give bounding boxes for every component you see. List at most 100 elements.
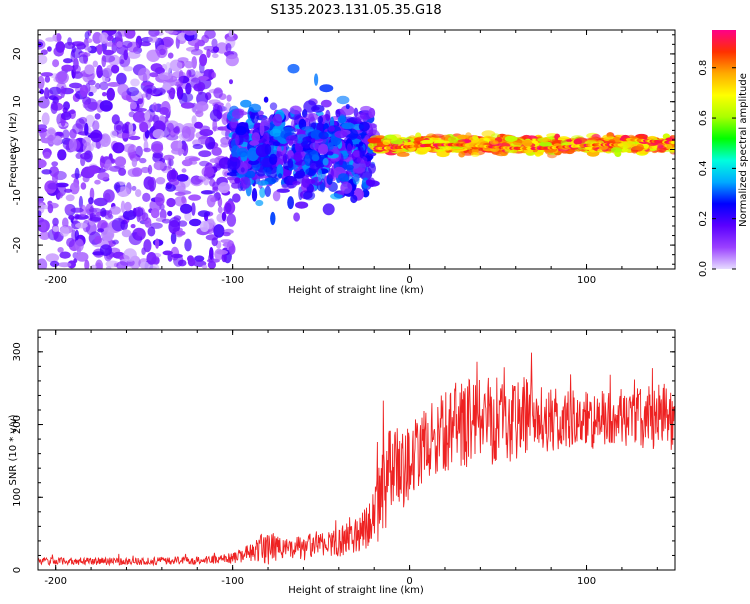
heatmap-cell [229,79,233,85]
heatmap-cell [137,228,145,237]
heatmap-cell [55,71,69,85]
heatmap-cell [135,145,143,158]
heatmap-cell [295,201,309,209]
heatmap-cell [56,33,62,43]
heatmap-cell [94,179,101,185]
heatmap-cell [610,147,622,153]
heatmap-cell [197,210,211,218]
heatmap-cell [78,54,88,64]
heatmap-cell [166,197,176,208]
heatmap-cell [152,152,163,163]
heatmap-cell [51,161,59,167]
heatmap-cell [215,42,228,54]
heatmap-cell [322,158,329,166]
heatmap-cell [48,95,57,101]
heatmap-cell [248,159,260,165]
heatmap-cell [146,49,160,62]
y-tick-label: 20 [12,48,23,61]
heatmap-cell [150,208,160,219]
heatmap-cell [203,45,216,51]
heatmap-cell [102,49,115,56]
heatmap-cell [226,94,232,102]
heatmap-cell [195,110,204,118]
heatmap-cell [121,123,129,135]
heatmap-cell [362,189,370,198]
heatmap-cell [52,226,60,232]
heatmap-cell [328,125,335,132]
heatmap-cell [185,82,192,95]
heatmap-cell [235,134,240,146]
y-tick-label: 200 [12,415,23,434]
heatmap-cell [111,64,120,74]
heatmap-cell [60,111,72,121]
heatmap-cell [114,156,127,167]
heatmap-cell [225,43,232,53]
heatmap-cell [126,86,139,97]
heatmap-cell [155,177,166,185]
heatmap-cell [320,99,332,108]
heatmap-cell [314,73,319,86]
spectrogram-x-label: Height of straight line (km) [288,285,424,296]
heatmap-cell [289,105,302,115]
heatmap-cell [124,201,132,212]
heatmap-cell [148,30,160,37]
heatmap-cell [188,69,196,78]
heatmap-cell [222,242,233,247]
heatmap-cell [257,180,269,186]
heatmap-cell [110,130,118,138]
heatmap-cell [246,170,256,179]
heatmap-cell [293,151,302,162]
heatmap-cell [38,196,45,203]
heatmap-cell [88,85,98,94]
heatmap-cell [152,87,166,96]
heatmap-cell [38,210,42,218]
heatmap-cell [188,194,202,201]
heatmap-cell [63,58,73,64]
spectrogram-y-label: Frequency (Hz) [8,112,19,188]
y-tick-label: -10 [12,189,23,205]
heatmap-cell [73,57,79,70]
heatmap-cell [141,212,149,221]
heatmap-cell [95,259,104,269]
heatmap-cell [199,53,208,67]
heatmap-cell [301,176,311,188]
heatmap-cell [72,123,83,135]
heatmap-cell [52,173,58,184]
heatmap-cell [44,75,51,83]
heatmap-cell [271,177,279,183]
x-tick-label: -200 [44,275,67,286]
heatmap-cell [522,139,533,147]
heatmap-cell [49,86,62,96]
heatmap-cell [101,54,107,68]
heatmap-cell [328,168,334,179]
heatmap-cell [103,189,115,203]
heatmap-cell [264,143,272,155]
heatmap-cell [209,247,214,260]
heatmap-cell [278,173,283,179]
heatmap-cell [290,119,296,130]
heatmap-cell [45,37,56,42]
heatmap-cell [181,125,191,139]
heatmap-cell [138,67,151,82]
heatmap-cell [221,253,227,263]
heatmap-cell [99,133,111,147]
heatmap-cell [147,226,156,237]
snr-y-label: SNR (10 * v/v) [8,414,19,485]
heatmap-cell [251,132,261,143]
heatmap-cell [665,144,673,150]
heatmap-cell [97,172,110,181]
heatmap-cell [149,72,159,78]
spectrogram-heatmap [38,30,675,269]
heatmap-cell [211,146,222,156]
heatmap-cell [143,147,151,153]
heatmap-cell [148,35,158,43]
heatmap-cell [235,125,247,136]
heatmap-cell [59,251,71,259]
heatmap-cell [287,196,294,210]
heatmap-cell [87,165,100,174]
snr-x-label: Height of straight line (km) [288,585,424,596]
colorbar-tick-label: 0.8 [698,60,709,76]
heatmap-cell [147,263,160,269]
heatmap-cell [43,151,51,159]
